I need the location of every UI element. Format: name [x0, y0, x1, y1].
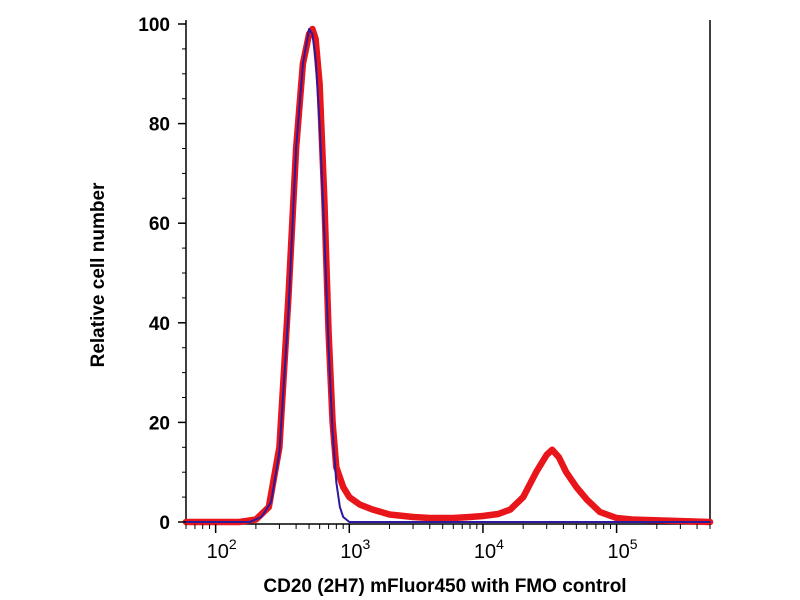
y-tick-label: 100 [138, 15, 170, 36]
y-tick-label: 0 [159, 513, 170, 534]
axis-ticks: 0 20 40 60 80 100 102 103 104 105 [138, 15, 711, 563]
y-axis-label: Relative cell number [88, 182, 109, 367]
x-tick-label: 104 [474, 536, 504, 563]
x-tick-label: 102 [207, 536, 237, 563]
series-layer [182, 25, 714, 526]
y-tick-label: 20 [149, 413, 170, 434]
series-red-histogram [182, 25, 714, 526]
plot-area [185, 20, 711, 525]
x-axis-label: CD20 (2H7) mFluor450 with FMO control [263, 576, 626, 597]
y-tick-label: 80 [149, 115, 170, 136]
x-tick-label: 103 [340, 536, 370, 563]
series-blue-fmo-histogram [185, 28, 711, 523]
y-tick-label: 60 [149, 214, 170, 235]
y-tick-label: 40 [149, 314, 170, 335]
x-tick-label: 105 [608, 536, 638, 563]
